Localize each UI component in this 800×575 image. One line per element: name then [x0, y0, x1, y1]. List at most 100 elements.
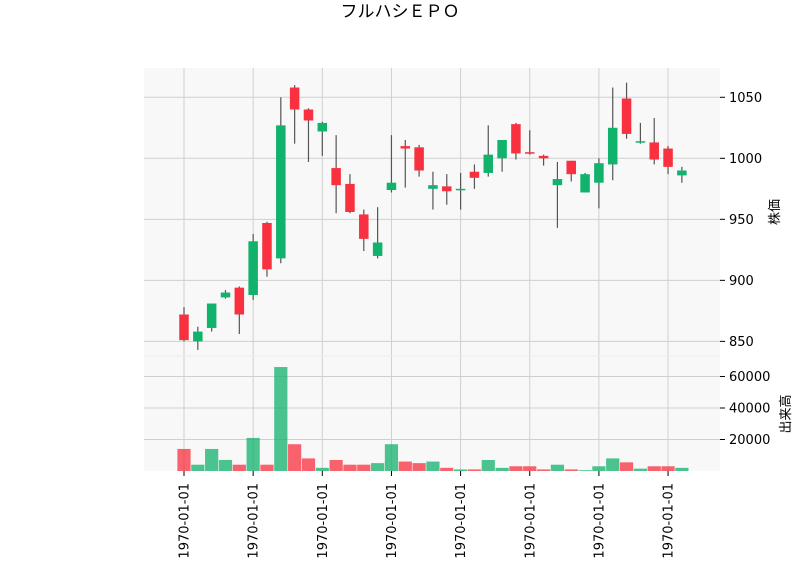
candle-body: [469, 171, 480, 178]
x-tick-label: 1970-01-01: [523, 483, 538, 559]
volume-bar: [592, 466, 606, 471]
candle-body: [262, 222, 272, 270]
candle-body: [497, 140, 507, 159]
candle-body: [289, 87, 300, 110]
volume-bar: [343, 464, 357, 471]
volume-tick-label: 20000: [729, 433, 770, 448]
volume-bar: [606, 458, 620, 471]
candle-body: [345, 183, 355, 212]
volume-bar: [440, 467, 454, 471]
volume-bar: [523, 466, 537, 471]
volume-axis-label: 出来高: [778, 394, 794, 433]
candle-body: [234, 287, 245, 315]
volume-tick-label: 40000: [729, 401, 770, 416]
volume-bar: [675, 467, 689, 471]
price-panel: [144, 68, 720, 356]
candle-body: [483, 154, 494, 173]
grid: [144, 68, 720, 471]
candle-body: [594, 163, 604, 183]
volume-bar: [384, 444, 399, 471]
candle-body: [193, 331, 203, 342]
candlesticks: [179, 82, 687, 350]
volume-bar: [619, 462, 634, 471]
volume-bar: [274, 367, 288, 471]
volume-tick-label: 60000: [729, 370, 770, 385]
volume-bar: [467, 469, 482, 471]
candle-body: [331, 168, 341, 186]
candle-body: [442, 186, 452, 192]
candle-body: [303, 109, 314, 121]
volume-bar: [301, 458, 316, 471]
price-tick-label: 1000: [729, 152, 762, 167]
price-tick-label: 850: [729, 335, 754, 350]
candle-body: [649, 142, 659, 160]
candle-body: [220, 292, 231, 298]
volume-bar: [509, 466, 523, 471]
candle-body: [621, 98, 632, 134]
volume-bar: [647, 466, 661, 471]
candle-body: [317, 122, 328, 132]
volume-bar: [329, 459, 343, 471]
candle-body: [372, 242, 383, 256]
candle-body: [386, 182, 397, 191]
candle-body: [414, 147, 424, 171]
volume-bar: [371, 463, 385, 471]
x-tick-label: 1970-01-01: [454, 483, 469, 559]
candle-body: [566, 160, 576, 175]
volume-bar: [398, 461, 412, 471]
volume-bar: [288, 444, 302, 471]
volume-bars: [177, 367, 689, 471]
x-tick-label: 1970-01-01: [592, 483, 607, 559]
x-tick-label: 1970-01-01: [247, 483, 262, 559]
volume-bar: [246, 437, 260, 471]
candle-body: [663, 148, 673, 167]
x-tick-label: 1970-01-01: [385, 483, 400, 559]
volume-bar: [550, 464, 565, 471]
volume-bar: [191, 464, 205, 471]
volume-bar: [454, 469, 468, 471]
candle-body: [525, 152, 535, 154]
x-tick-label: 1970-01-01: [178, 483, 193, 559]
candle-body: [206, 303, 217, 328]
volume-bar: [495, 467, 509, 471]
candle-body: [179, 314, 189, 341]
volume-bar: [481, 459, 495, 471]
volume-bar: [426, 461, 440, 471]
volume-bar: [661, 466, 675, 471]
chart-title: フルハシＥＰＯ: [341, 2, 460, 22]
candle-body: [400, 146, 411, 149]
volume-bar: [315, 467, 329, 471]
candle-body: [538, 155, 549, 159]
candle-body: [248, 241, 258, 295]
x-tick-label: 1970-01-01: [316, 483, 331, 559]
volume-panel: [144, 356, 720, 471]
candle-body: [511, 124, 521, 154]
candle-body: [635, 141, 646, 143]
volume-bar: [232, 464, 246, 471]
candle-body: [607, 127, 618, 165]
candle-body: [552, 179, 563, 186]
price-tick-label: 950: [729, 213, 754, 228]
price-tick-label: 1050: [729, 91, 762, 106]
volume-bar: [218, 459, 233, 471]
x-tick-label: 1970-01-01: [662, 483, 677, 559]
candle-body: [580, 174, 590, 193]
candle-body: [428, 185, 438, 189]
volume-bar: [633, 468, 647, 471]
volume-bar: [260, 464, 274, 471]
volume-bar: [412, 463, 426, 471]
volume-bar: [205, 448, 219, 471]
price-tick-label: 900: [729, 274, 754, 289]
volume-bar: [357, 464, 371, 471]
volume-bar: [578, 470, 592, 471]
volume-bar: [177, 448, 191, 471]
price-axis-label: 株価: [768, 199, 783, 225]
axes: 850 900 950 1000 1050 20000 40000 60000 1970-01-…: [178, 91, 771, 559]
candle-body: [677, 170, 687, 176]
candle-body: [359, 214, 369, 239]
candle-body: [276, 125, 286, 259]
candle-body: [455, 188, 466, 191]
volume-bar: [536, 469, 551, 471]
volume-bar: [564, 469, 578, 471]
